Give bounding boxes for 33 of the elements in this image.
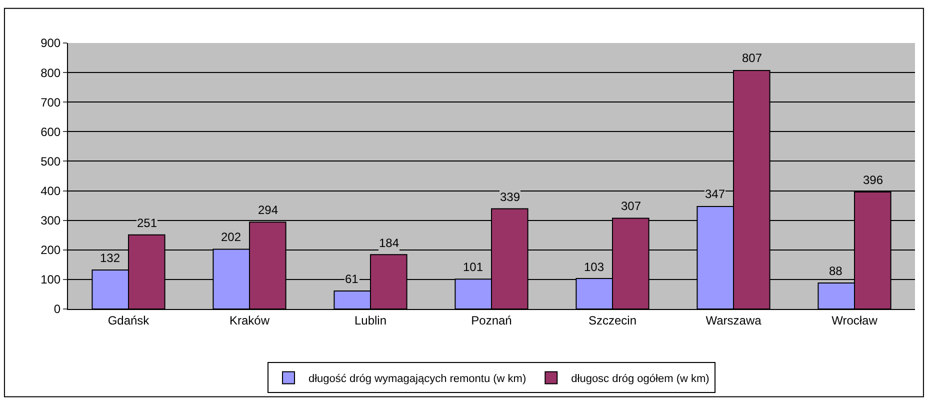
x-tick-label: Gdańsk	[108, 313, 150, 328]
x-tick-label: Wrocław	[832, 313, 878, 328]
data-label: 103	[584, 260, 604, 274]
x-tick-label: Poznań	[471, 313, 512, 328]
data-label: 61	[345, 272, 359, 286]
y-tick-label: 900	[40, 36, 61, 50]
y-tick-label: 300	[40, 214, 61, 228]
y-tick-label: 100	[40, 272, 61, 287]
y-tick-label: 700	[40, 95, 61, 110]
data-label: 251	[137, 216, 158, 230]
y-tick-label: 0	[54, 302, 61, 316]
y-tick-label: 600	[40, 124, 61, 139]
y-tick-label: 800	[40, 66, 61, 80]
legend-label: długość dróg wymagających remontu (w km)	[308, 372, 526, 385]
data-label: 184	[379, 236, 400, 250]
data-label: 347	[705, 187, 726, 201]
x-tick-label: Kraków	[229, 313, 270, 328]
y-tick-label: 200	[40, 243, 61, 258]
data-label: 101	[463, 260, 484, 274]
data-label: 294	[258, 203, 278, 217]
data-label: 88	[829, 264, 843, 278]
x-tick-label: Szczecin	[588, 313, 637, 328]
y-tick-label: 400	[40, 184, 61, 198]
data-label: 202	[221, 230, 242, 244]
legend-label: długosc dróg ogółem (w km)	[571, 372, 710, 385]
x-tick-label: Lublin	[354, 313, 387, 328]
data-label: 339	[500, 190, 520, 204]
data-label: 307	[621, 199, 642, 213]
data-label: 396	[863, 173, 884, 187]
data-label: 807	[742, 51, 762, 65]
data-label: 132	[100, 251, 120, 265]
y-tick-label: 500	[40, 154, 61, 168]
x-tick-label: Warszawa	[706, 313, 762, 328]
